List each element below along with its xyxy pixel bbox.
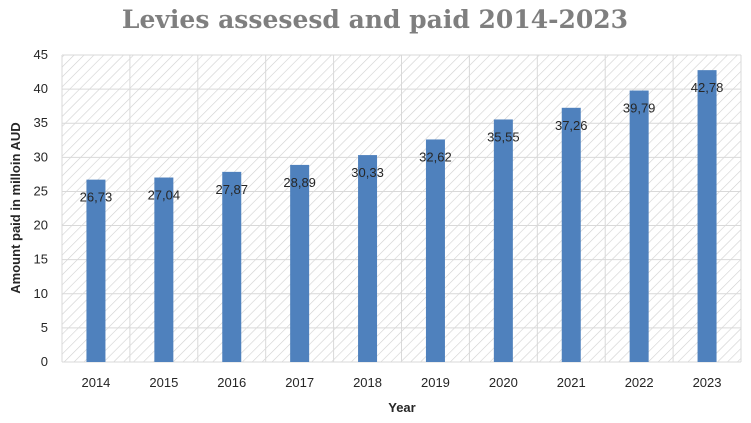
y-tick-label: 5	[41, 320, 48, 335]
data-label-2022: 39,79	[623, 101, 656, 116]
gridlines	[61, 54, 742, 363]
x-tick-label: 2014	[81, 375, 110, 390]
y-axis-ticks: 0 5 10 15 20 25 30 35 40 45	[34, 47, 48, 369]
data-label-2019: 32,62	[419, 149, 452, 164]
x-tick-label: 2018	[353, 375, 382, 390]
bar-2019	[425, 139, 445, 362]
data-label-2014: 26,73	[80, 190, 113, 205]
y-tick-label: 30	[34, 149, 48, 164]
x-tick-label: 2020	[489, 375, 518, 390]
bar-2016	[222, 171, 242, 362]
y-tick-label: 40	[34, 81, 48, 96]
y-tick-label: 35	[34, 115, 48, 130]
data-label-2023: 42,78	[691, 80, 724, 95]
x-tick-label: 2016	[217, 375, 246, 390]
y-tick-label: 0	[41, 354, 48, 369]
x-axis-ticks: 2014 2015 2016 2017 2018 2019 2020 2021 2022 2023	[81, 375, 721, 390]
data-label-2018: 30,33	[351, 165, 384, 180]
bar-2017	[290, 164, 310, 362]
y-tick-label: 15	[34, 252, 48, 267]
x-tick-label: 2017	[285, 375, 314, 390]
x-tick-label: 2022	[625, 375, 654, 390]
data-labels: 26,73 27,04 27,87 28,89 30,33 32,62 35,55 37,26…	[80, 80, 724, 204]
x-tick-label: 2015	[149, 375, 178, 390]
data-label-2020: 35,55	[487, 129, 520, 144]
data-label-2016: 27,87	[215, 182, 248, 197]
bar-2015	[154, 177, 174, 362]
bar-2023	[697, 70, 717, 363]
bar-2021	[561, 107, 581, 362]
bar-2020	[493, 119, 513, 362]
y-tick-label: 20	[34, 218, 48, 233]
y-tick-label: 25	[34, 183, 48, 198]
bar-2022	[629, 90, 649, 363]
bar-2018	[358, 155, 378, 362]
y-tick-label: 10	[34, 286, 48, 301]
data-label-2017: 28,89	[283, 175, 316, 190]
chart-title: Levies assesesd and paid 2014-2023	[122, 5, 628, 34]
x-tick-label: 2023	[693, 375, 722, 390]
data-label-2015: 27,04	[148, 188, 181, 203]
bar-2014	[86, 179, 106, 362]
data-label-2021: 37,26	[555, 118, 588, 133]
y-tick-label: 45	[34, 47, 48, 62]
x-tick-label: 2019	[421, 375, 450, 390]
y-axis-label: Amount paid in milloin AUD	[8, 122, 23, 293]
bars	[86, 70, 717, 363]
x-tick-label: 2021	[557, 375, 586, 390]
x-axis-label: Year	[388, 400, 415, 415]
